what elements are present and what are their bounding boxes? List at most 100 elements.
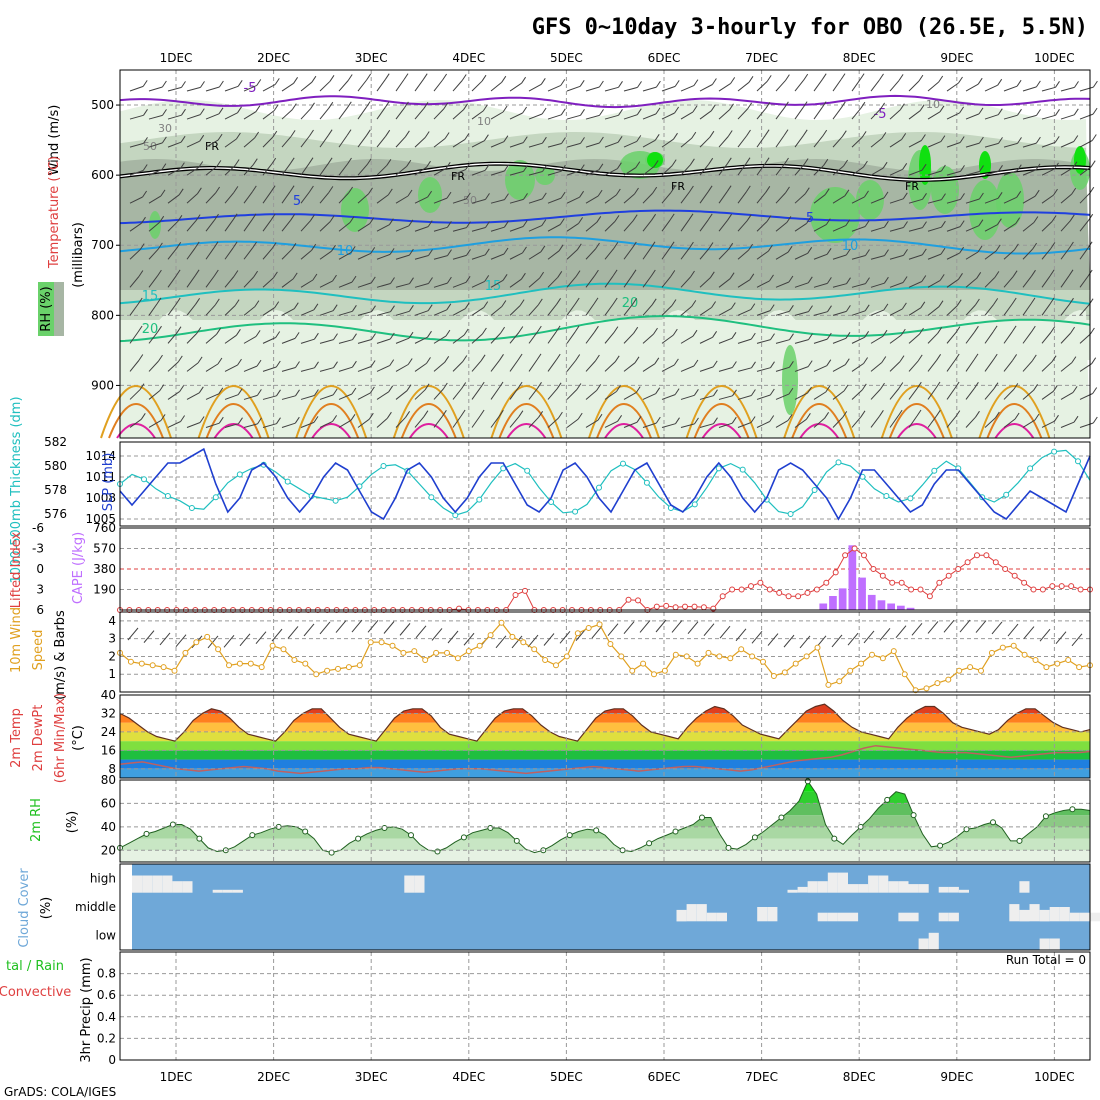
wind-barb-flag <box>921 275 927 282</box>
wind-barb-flag <box>803 158 809 165</box>
wind-barb <box>1079 86 1094 92</box>
wind-barb-flag <box>845 305 851 312</box>
wind-barb <box>870 255 885 260</box>
wind-barb-flag <box>178 188 184 196</box>
wind-barb <box>357 223 371 232</box>
wind-barb-flag <box>1050 326 1056 333</box>
wind-barb-flag <box>766 75 772 82</box>
cloud-cell <box>767 907 778 922</box>
temperature-contour <box>119 94 1091 109</box>
wind-speed-line-point <box>727 655 734 662</box>
cloud-cell <box>706 912 717 922</box>
wind-barb-flag <box>864 331 870 338</box>
rh-line-point <box>249 832 256 839</box>
wind-speed-line-point <box>1054 660 1061 667</box>
cloud-cell <box>958 889 969 893</box>
thickness-line-point <box>787 511 794 517</box>
wind-barb-flag <box>559 218 565 225</box>
wind-barb <box>1022 222 1035 232</box>
surface-wind-barb <box>703 623 715 637</box>
wind-barb <box>509 416 520 428</box>
wind-barb <box>927 306 940 316</box>
wind-barb <box>813 338 828 344</box>
thickness-line-point <box>811 487 818 493</box>
bottom-day-label: 5DEC <box>550 1070 583 1084</box>
wind-barb-flag <box>237 388 243 395</box>
wind-barb-flag <box>939 105 945 113</box>
wind-barb <box>775 419 789 428</box>
wind-barb-flag <box>479 409 485 417</box>
wind-barb-flag <box>616 162 622 169</box>
wind-barb <box>680 191 690 204</box>
wind-barb-flag <box>865 277 870 284</box>
wind-barb <box>262 395 277 400</box>
wind-barb-flag <box>598 136 604 144</box>
wind-barb <box>699 277 711 288</box>
wind-barb <box>205 219 215 232</box>
wind-barb <box>566 170 581 176</box>
wind-barb <box>718 422 733 428</box>
wind-barb <box>452 334 465 344</box>
wind-barb-flag <box>484 248 490 256</box>
temperature-contour-label: 20 <box>622 296 639 311</box>
lifted-index-line-point <box>795 593 802 600</box>
wind-barb-flag <box>181 81 186 88</box>
wind-barb <box>167 114 182 120</box>
wind-barb <box>186 362 199 372</box>
wind-barb-flag <box>308 185 314 193</box>
rh-line-point <box>566 832 573 839</box>
wind-barb-flag <box>669 241 675 249</box>
wind-barb <box>699 110 712 120</box>
wind-barb-flag <box>1014 412 1020 420</box>
wind-speed-line-point <box>204 633 211 640</box>
wind-barb <box>338 310 353 316</box>
wind-barb-flag <box>313 332 319 340</box>
wind-barb-flag <box>769 388 775 396</box>
wind-barb <box>281 422 296 428</box>
wind-barb <box>224 138 237 148</box>
wind-barb-flag <box>1036 109 1041 116</box>
wind-barb-flag <box>216 327 222 335</box>
wind-barb-flag <box>521 76 527 84</box>
wind-barb-flag <box>351 275 357 283</box>
rh-line-point <box>831 835 838 842</box>
wind-barb <box>281 219 292 232</box>
wind-barb <box>908 360 919 372</box>
thickness-line-point <box>1003 491 1010 498</box>
wind-barb <box>775 393 790 400</box>
surface-wind-barb <box>335 620 347 633</box>
wind-speed-line-point <box>520 639 527 646</box>
wind-barb <box>813 282 828 288</box>
wind-barb-flag <box>1091 134 1097 141</box>
wind-barb-flag <box>1055 81 1060 88</box>
wind-barb <box>623 86 638 92</box>
wind-barb-flag <box>1033 216 1039 223</box>
rh-band <box>120 815 1090 827</box>
wind-speed-line-point <box>618 653 625 660</box>
wind-barb <box>946 198 961 204</box>
wind-barb-flag <box>389 332 395 340</box>
wind-barb <box>604 141 619 148</box>
wind-barb <box>927 279 941 288</box>
wind-barb-flag <box>384 73 390 80</box>
wind-barb <box>832 107 842 120</box>
wind-barb-flag <box>821 101 827 108</box>
wind-barb <box>927 332 939 344</box>
wind-barb <box>528 198 543 204</box>
wind-barb <box>224 192 235 204</box>
wind-barb <box>623 220 634 232</box>
thickness-line-point <box>739 466 746 473</box>
wind-barb-flag <box>903 249 908 256</box>
wind-barb-flag <box>978 107 984 115</box>
wind-barb-flag <box>329 75 335 82</box>
wind-barb-flag <box>655 416 661 424</box>
wind-barb <box>756 280 770 288</box>
temperature-tick-label: 40 <box>101 688 116 702</box>
wind-barb <box>433 361 446 372</box>
wind-barb-flag <box>598 80 604 88</box>
wind-barb-flag <box>865 249 870 256</box>
cloud-cell <box>414 875 425 893</box>
rh-moist-cell <box>969 180 1001 240</box>
cape-bar <box>877 600 886 610</box>
wind-barb-flag <box>693 359 699 367</box>
